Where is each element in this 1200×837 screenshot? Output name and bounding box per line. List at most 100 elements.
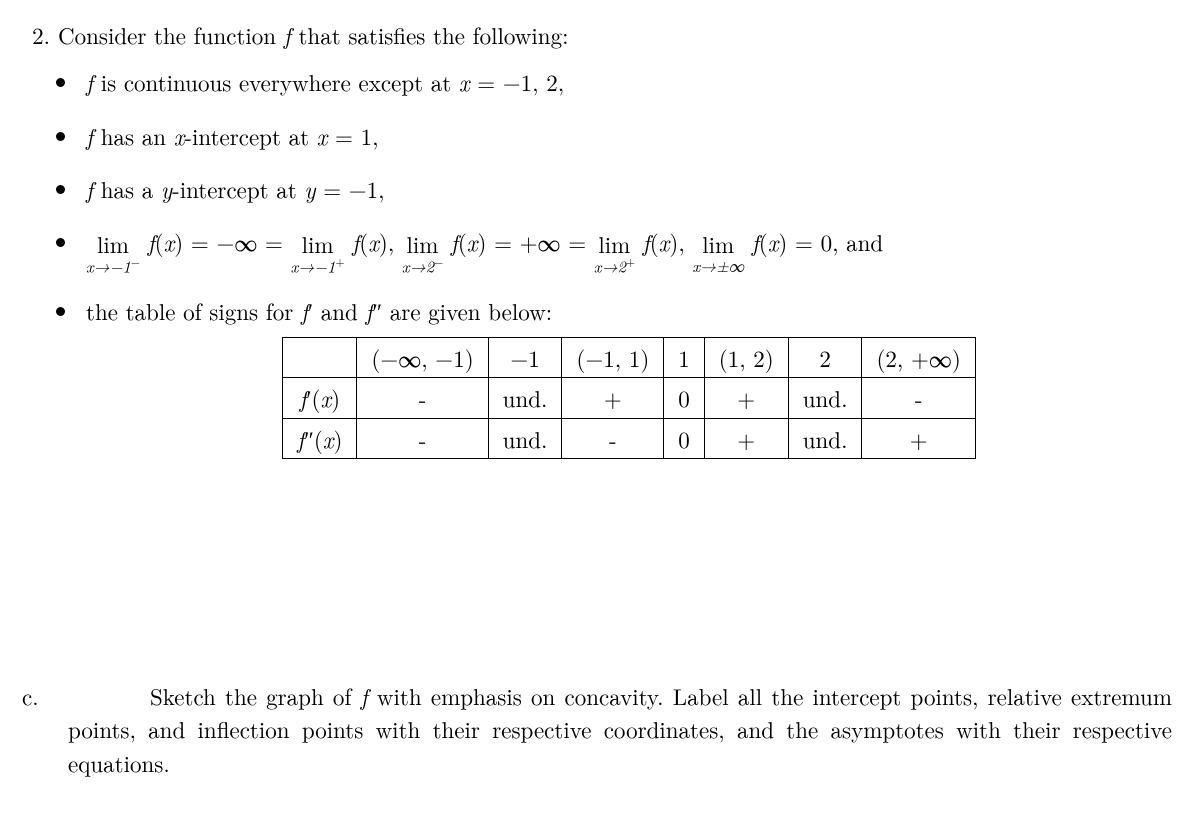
- r2-c1: -: [357, 418, 488, 458]
- r1-c7: -: [862, 378, 975, 418]
- b3-y2: y: [304, 172, 315, 205]
- th-2: −1: [488, 337, 562, 377]
- table-row-fdoubleprime: f″(x) - und. - 0 + und. +: [283, 418, 976, 458]
- r2-x: x: [323, 422, 334, 455]
- problem-number: 2.: [12, 18, 58, 51]
- r1-c5: +: [704, 378, 788, 418]
- lim-1-sub: x→−1: [86, 253, 131, 277]
- condition-list: f is continuous everywhere except at x =…: [12, 65, 1172, 459]
- r2-c3: -: [562, 418, 664, 458]
- b5-t2: are given below:: [382, 294, 552, 327]
- bullet-y-intercept: f has a y-intercept at y = −1,: [80, 172, 1172, 205]
- b3-f: f: [86, 172, 93, 205]
- b5-pp: ″: [373, 294, 383, 327]
- lim-3-top: lim: [402, 232, 443, 255]
- eq-pinf: = +∞ =: [486, 225, 593, 258]
- part-c: c. Sketch the graph of f with emphasis o…: [12, 679, 1172, 779]
- lim-3: lim x→2−: [402, 232, 443, 274]
- and-text: , and: [832, 225, 883, 258]
- r2-p: ″: [304, 422, 314, 455]
- b1-t1: is continuous everywhere except at: [93, 65, 459, 98]
- b2-eq: = 1,: [327, 119, 378, 152]
- lim-2: lim x→−1+: [291, 232, 345, 274]
- b1-x: x: [459, 65, 470, 98]
- lim-3-f: f: [451, 225, 458, 258]
- lim-4-sub: x→2: [594, 253, 626, 277]
- r1-c3: +: [562, 378, 664, 418]
- intro-text-2: that satisfies the following:: [291, 18, 569, 51]
- part-c-label: c.: [12, 679, 68, 712]
- intro-f: f: [284, 18, 291, 51]
- lim-1-top: lim: [86, 232, 140, 255]
- r2-c6: und.: [788, 418, 862, 458]
- lim-2-fn: f(x): [352, 225, 388, 258]
- lim-3-px: x: [467, 225, 478, 258]
- lim-3-sub: x→2: [402, 253, 434, 277]
- r1-f: f: [299, 381, 306, 414]
- r1-label: f′(x): [283, 378, 357, 418]
- lim-2-sub: x→−1: [291, 253, 336, 277]
- lim-5-top: lim: [692, 232, 744, 255]
- lim-4-top: lim: [594, 232, 635, 255]
- lim-5-bot: x→±∞: [692, 255, 744, 274]
- lim-5-sub: x→±∞: [692, 253, 744, 277]
- b3-y: y: [161, 172, 172, 205]
- lim-5-px: x: [768, 225, 779, 258]
- b5-fpp: f: [365, 294, 372, 327]
- th-6: 2: [788, 337, 862, 377]
- lim-1-bot: x→−1−: [86, 255, 140, 274]
- intro-text-1: Consider the function: [58, 18, 284, 51]
- problem-intro: Consider the function f that satisfies t…: [58, 18, 1172, 51]
- lim-2-sup: +: [335, 254, 344, 270]
- th-4: 1: [664, 337, 705, 377]
- r1-p: ′: [307, 381, 312, 414]
- bullet-continuity: f is continuous everywhere except at x =…: [80, 65, 1172, 98]
- lim-4-px: x: [659, 225, 670, 258]
- limits-equation: lim x→−1− f(x) = −∞ = lim x→−1+ f(x), li…: [86, 225, 883, 258]
- eq-zero: = 0: [787, 225, 832, 258]
- b2-t2: -intercept at: [184, 119, 316, 152]
- th-3: (−1, 1): [562, 337, 664, 377]
- lim-5-fn: f(x): [752, 225, 788, 258]
- lim-3-bot: x→2−: [402, 255, 443, 274]
- r2-label: f″(x): [283, 418, 357, 458]
- page: 2. Consider the function f that satisfie…: [0, 0, 1200, 807]
- b3-t2: -intercept at: [172, 172, 304, 205]
- bullet-x-intercept: f has an x-intercept at x = 1,: [80, 119, 1172, 152]
- lim-4: lim x→2+: [594, 232, 635, 274]
- sign-table: (−∞, −1) −1 (−1, 1) 1 (1, 2) 2 (2, +∞) f…: [282, 337, 976, 459]
- lim-4-bot: x→2+: [594, 255, 635, 274]
- lim-2-bot: x→−1+: [291, 255, 345, 274]
- b2-f: f: [86, 119, 93, 152]
- lim-1-px: x: [164, 225, 175, 258]
- lim-3-sup: −: [434, 254, 443, 270]
- problem-heading: 2. Consider the function f that satisfie…: [12, 18, 1172, 51]
- b1-f: f: [86, 65, 93, 98]
- r2-c2: und.: [488, 418, 562, 458]
- eq-ninf: = −∞ =: [183, 225, 290, 258]
- r2-c5: +: [704, 418, 788, 458]
- th-blank: [283, 337, 357, 377]
- part-c-text: Sketch the graph of f with emphasis on c…: [68, 679, 1172, 779]
- lim-1-f: f: [148, 225, 155, 258]
- r1-c1: -: [357, 378, 488, 418]
- r1-x: x: [320, 381, 331, 414]
- bullet-table-intro: the table of signs for f′ and f″ are giv…: [80, 294, 1172, 459]
- b1-eq: =: [470, 65, 503, 98]
- b5-and: and: [313, 294, 365, 327]
- lim-1: lim x→−1−: [86, 232, 140, 274]
- b5-t1: the table of signs for: [86, 294, 301, 327]
- lim-3-fn: f(x): [451, 225, 487, 258]
- b5-fp: f: [301, 294, 308, 327]
- table-row-header: (−∞, −1) −1 (−1, 1) 1 (1, 2) 2 (2, +∞): [283, 337, 976, 377]
- lim-4-fn: f(x): [643, 225, 679, 258]
- b2-x: x: [174, 119, 185, 152]
- bullet-limits: lim x→−1− f(x) = −∞ = lim x→−1+ f(x), li…: [80, 225, 1172, 273]
- pc-t1: Sketch the graph of: [150, 679, 361, 712]
- pc-f: f: [361, 679, 368, 712]
- table-row-fprime: f′(x) - und. + 0 + und. -: [283, 378, 976, 418]
- th-1: (−∞, −1): [357, 337, 488, 377]
- b1-vals: −1, 2,: [503, 65, 564, 98]
- comma-1: ,: [388, 225, 402, 258]
- lim-1-fn: f(x): [148, 225, 184, 258]
